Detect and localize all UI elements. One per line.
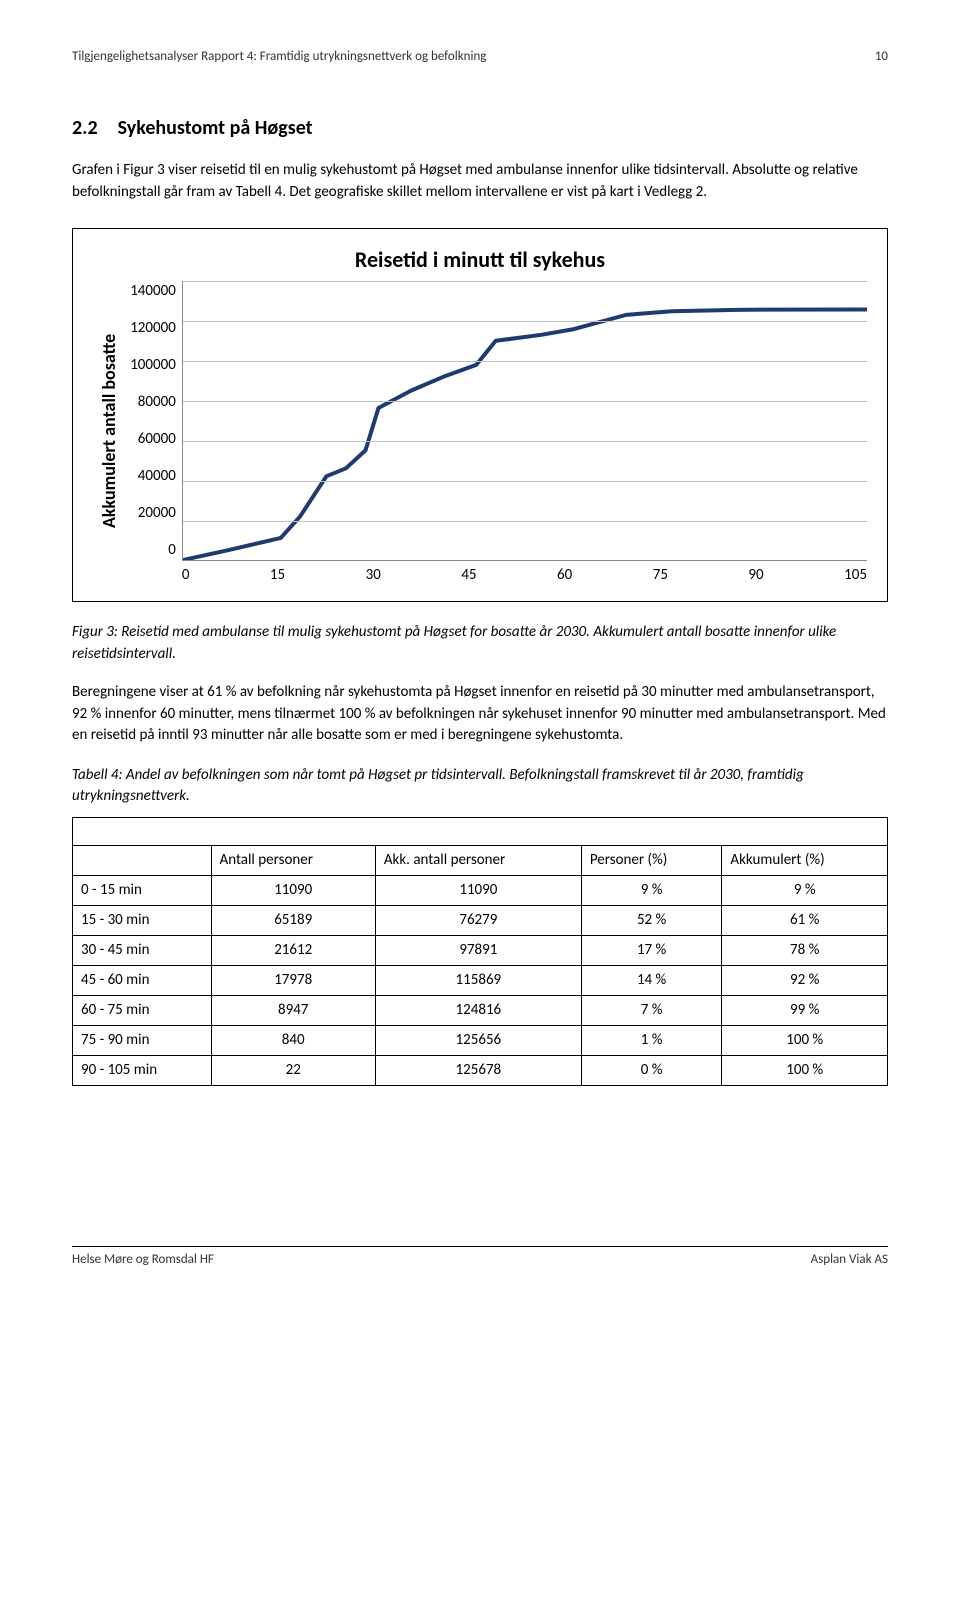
table-cell-value: 11090 xyxy=(375,876,581,906)
chart-y-axis-label: Akkumulert antall bosatte xyxy=(93,281,126,581)
chart-x-tick: 15 xyxy=(270,565,285,586)
table-column-header: Personer (%) xyxy=(581,846,722,876)
table-cell-value: 78 % xyxy=(722,936,888,966)
footer-right: Asplan Viak AS xyxy=(811,1251,888,1269)
header-page-number: 10 xyxy=(875,48,888,66)
table-cell-label: 60 - 75 min xyxy=(73,996,212,1026)
table-cell-value: 9 % xyxy=(581,876,722,906)
table-cell-value: 61 % xyxy=(722,906,888,936)
table-cell-value: 8947 xyxy=(211,996,375,1026)
chart-gridline xyxy=(183,281,867,282)
table-cell-value: 65189 xyxy=(211,906,375,936)
header-title: Tilgjengelighetsanalyser Rapport 4: Fram… xyxy=(72,48,486,66)
table-cell-value: 0 % xyxy=(581,1056,722,1086)
chart-y-tick: 80000 xyxy=(130,392,176,413)
table-cell-value: 7 % xyxy=(581,996,722,1026)
table-row: 30 - 45 min216129789117 %78 % xyxy=(73,936,888,966)
table-cell-value: 99 % xyxy=(722,996,888,1026)
table-cell-label: 0 - 15 min xyxy=(73,876,212,906)
chart-y-tick: 0 xyxy=(130,540,176,561)
chart-title: Reisetid i minutt til sykehus xyxy=(93,245,867,276)
paragraph-results: Beregningene viser at 61 % av befolkning… xyxy=(72,682,888,747)
table-cell-value: 9 % xyxy=(722,876,888,906)
table-cell-value: 52 % xyxy=(581,906,722,936)
table-cell-value: 21612 xyxy=(211,936,375,966)
chart-x-tick: 0 xyxy=(182,565,190,586)
page-footer: Helse Møre og Romsdal HF Asplan Viak AS xyxy=(72,1246,888,1269)
table-column-header: Akk. antall personer xyxy=(375,846,581,876)
table-cell-value: 14 % xyxy=(581,966,722,996)
chart-y-tick: 140000 xyxy=(130,281,176,302)
table-column-header: Antall personer xyxy=(211,846,375,876)
chart-x-tick: 45 xyxy=(461,565,476,586)
table-cell-value: 124816 xyxy=(375,996,581,1026)
table-cell-label: 30 - 45 min xyxy=(73,936,212,966)
figure-caption: Figur 3: Reisetid med ambulanse til muli… xyxy=(72,622,888,666)
table-cell-value: 97891 xyxy=(375,936,581,966)
table-cell-value: 840 xyxy=(211,1026,375,1056)
page-header: Tilgjengelighetsanalyser Rapport 4: Fram… xyxy=(72,48,888,66)
table-header-row: Antall personerAkk. antall personerPerso… xyxy=(73,846,888,876)
footer-left: Helse Møre og Romsdal HF xyxy=(72,1251,214,1269)
chart-gridline xyxy=(183,321,867,322)
table-row: 45 - 60 min1797811586914 %92 % xyxy=(73,966,888,996)
table-row: 75 - 90 min8401256561 %100 % xyxy=(73,1026,888,1056)
table-cell-value: 125678 xyxy=(375,1056,581,1086)
chart-x-tick: 75 xyxy=(653,565,668,586)
section-title: Sykehustomt på Høgset xyxy=(118,114,313,142)
table-cell-label: 45 - 60 min xyxy=(73,966,212,996)
chart-plot-area xyxy=(182,281,867,561)
table-cell-value: 125656 xyxy=(375,1026,581,1056)
table-cell-label: 90 - 105 min xyxy=(73,1056,212,1086)
table-column-header: Akkumulert (%) xyxy=(722,846,888,876)
chart-line xyxy=(183,281,867,560)
section-number: 2.2 xyxy=(72,114,98,142)
data-table: Antall personerAkk. antall personerPerso… xyxy=(72,817,888,1086)
chart-gridline xyxy=(183,521,867,522)
chart-gridline xyxy=(183,481,867,482)
table-cell-value: 76279 xyxy=(375,906,581,936)
chart-y-tick: 120000 xyxy=(130,318,176,339)
chart-container: Reisetid i minutt til sykehus Akkumulert… xyxy=(72,228,888,603)
table-row: 15 - 30 min651897627952 %61 % xyxy=(73,906,888,936)
table-cell-value: 100 % xyxy=(722,1056,888,1086)
table-column-header xyxy=(73,846,212,876)
table-row: 90 - 105 min221256780 %100 % xyxy=(73,1056,888,1086)
table-cell-value: 22 xyxy=(211,1056,375,1086)
chart-y-tick: 60000 xyxy=(130,429,176,450)
section-heading: 2.2 Sykehustomt på Høgset xyxy=(72,114,888,142)
chart-x-tick: 90 xyxy=(748,565,763,586)
chart-y-tick: 20000 xyxy=(130,503,176,524)
chart-gridline xyxy=(183,441,867,442)
table-cell-value: 1 % xyxy=(581,1026,722,1056)
table-header-blank xyxy=(73,818,888,846)
chart-y-ticks: 140000 120000 100000 80000 60000 40000 20000 0 xyxy=(126,281,182,561)
table-cell-value: 92 % xyxy=(722,966,888,996)
table-body: 0 - 15 min11090110909 %9 %15 - 30 min651… xyxy=(73,876,888,1086)
table-cell-value: 17 % xyxy=(581,936,722,966)
chart-y-tick: 40000 xyxy=(130,466,176,487)
paragraph-intro: Grafen i Figur 3 viser reisetid til en m… xyxy=(72,160,888,204)
table-caption: Tabell 4: Andel av befolkningen som når … xyxy=(72,765,888,807)
table-cell-label: 75 - 90 min xyxy=(73,1026,212,1056)
chart-x-tick: 60 xyxy=(557,565,572,586)
table-cell-value: 11090 xyxy=(211,876,375,906)
chart-gridline xyxy=(183,361,867,362)
chart-gridline xyxy=(183,401,867,402)
chart-y-tick: 100000 xyxy=(130,355,176,376)
table-cell-value: 100 % xyxy=(722,1026,888,1056)
table-cell-value: 115869 xyxy=(375,966,581,996)
chart-x-ticks: 0 15 30 45 60 75 90 105 xyxy=(182,565,867,586)
chart-x-tick: 30 xyxy=(366,565,381,586)
table-cell-label: 15 - 30 min xyxy=(73,906,212,936)
table-cell-value: 17978 xyxy=(211,966,375,996)
chart-x-tick: 105 xyxy=(844,565,867,586)
table-row: 60 - 75 min89471248167 %99 % xyxy=(73,996,888,1026)
table-row: 0 - 15 min11090110909 %9 % xyxy=(73,876,888,906)
